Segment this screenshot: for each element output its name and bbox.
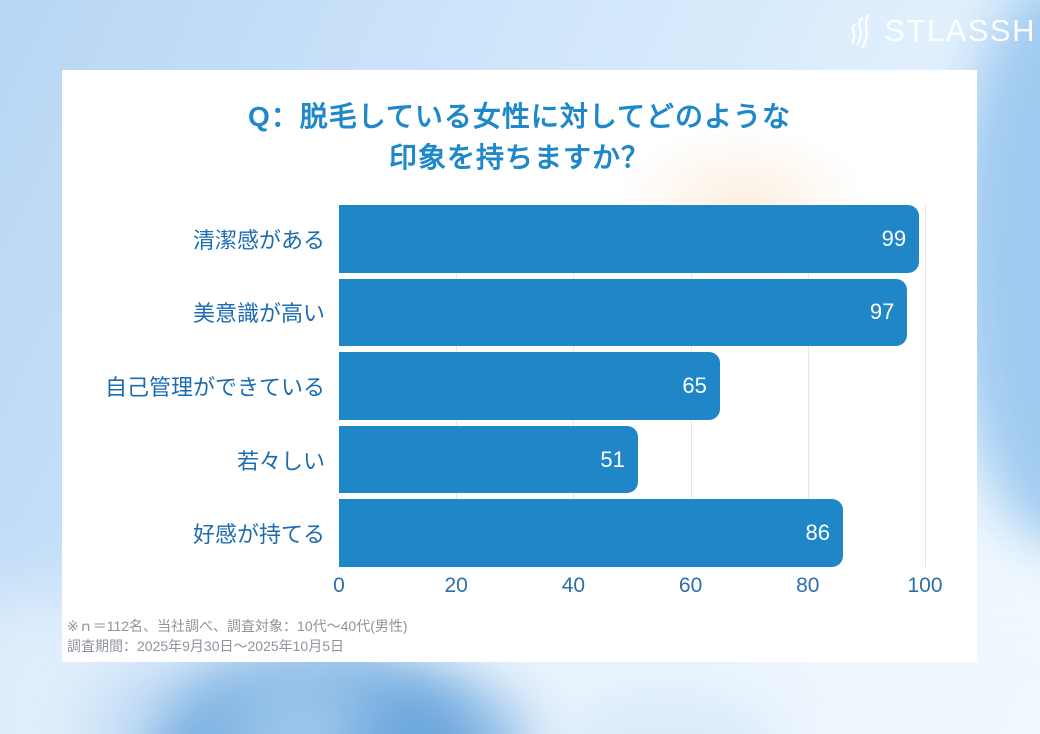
x-tick-label: 0 (333, 574, 345, 597)
category-label: 好感が持てる (192, 522, 325, 548)
footnote: ※ｎ＝112名、当社調べ、調査対象：10代～40代(男性) 調査期間：2025年… (67, 617, 408, 656)
chart-card: Q：脱毛している女性に対してどのような 印象を持ちますか？ 清潔感がある 美意識が… (62, 70, 977, 662)
bar-value-label: 97 (869, 299, 895, 325)
category-label: 若々しい (236, 448, 325, 474)
bar: 86 (339, 499, 843, 567)
plot-area: 99 97 65 51 86 (339, 205, 926, 567)
x-tick-label: 40 (561, 574, 586, 597)
x-tick-label: 100 (907, 574, 943, 597)
bar: 51 (339, 425, 638, 494)
x-tick-label: 80 (796, 574, 820, 597)
footnote-line1: ※ｎ＝112名、当社調べ、調査対象：10代～40代(男性) (67, 618, 408, 634)
bars-group: 99 97 65 51 86 (339, 205, 925, 567)
bar-row: 97 (339, 278, 925, 347)
category-label: 清潔感がある (192, 227, 325, 253)
x-tick-label: 60 (678, 574, 703, 597)
bar: 65 (339, 352, 720, 420)
bar-row: 51 (339, 425, 925, 494)
x-tick-label: 20 (444, 574, 468, 597)
brand-logo: STLASSH (845, 10, 1036, 52)
x-axis: 0 20 40 60 80 100 (333, 574, 942, 600)
gridline (807, 205, 809, 567)
chart-title-line1: Q：脱毛している女性に対してどのような (247, 101, 792, 132)
category-label: 自己管理ができている (104, 374, 325, 400)
footnote-line2: 調査期間：2025年9月30日～2025年10月5日 (67, 637, 345, 654)
chart-title-line2: 印象を持ちますか？ (388, 142, 650, 173)
chart-title: Q：脱毛している女性に対してどのような 印象を持ちますか？ (62, 96, 977, 178)
bar-value-label: 99 (881, 225, 907, 251)
bar: 99 (339, 205, 920, 273)
bar-value-label: 51 (600, 446, 625, 472)
bar-value-label: 86 (805, 520, 830, 546)
category-label: 美意識が高い (192, 301, 325, 327)
bar-row: 99 (339, 205, 925, 273)
bar-row: 65 (339, 352, 925, 420)
category-labels: 清潔感がある 美意識が高い自己管理ができている若々しい好感が持てる (62, 205, 325, 567)
brand-logo-text: STLASSH (884, 13, 1036, 48)
gridline (925, 205, 926, 567)
bar: 97 (339, 278, 908, 347)
flame-icon (851, 13, 871, 49)
bar-value-label: 65 (682, 372, 707, 398)
bar-row: 86 (339, 499, 925, 567)
